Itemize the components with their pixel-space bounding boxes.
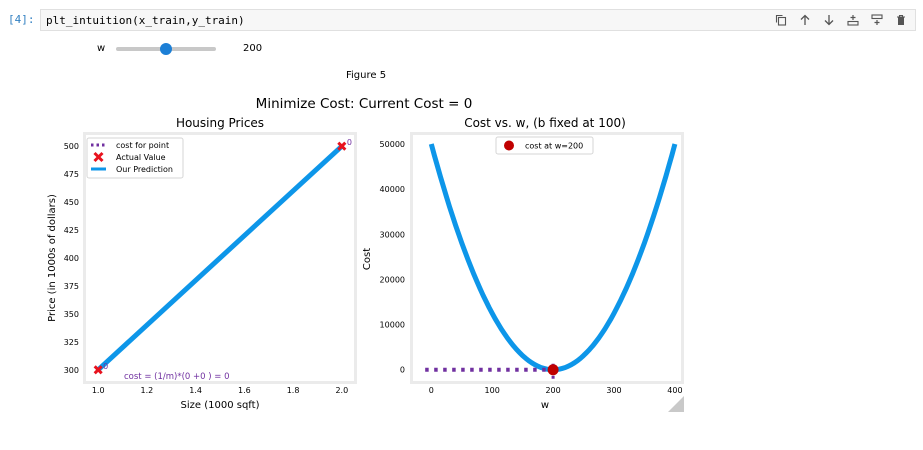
actual-value-marker bbox=[93, 365, 103, 375]
cost-xlabel: w bbox=[541, 400, 549, 411]
cost-title: Cost vs. w, (b fixed at 100) bbox=[464, 116, 626, 130]
housing-title: Housing Prices bbox=[176, 116, 264, 130]
insert-above-icon[interactable] bbox=[841, 10, 865, 30]
cell-prompt: [4]: bbox=[8, 13, 35, 26]
housing-legend: cost for point Actual Value Our Predicti… bbox=[86, 137, 184, 179]
housing-ytick-label: 350 bbox=[64, 310, 79, 319]
housing-ytick-label: 375 bbox=[64, 282, 79, 291]
housing-xtick-label: 1.0 bbox=[92, 386, 105, 395]
w-slider[interactable] bbox=[116, 42, 216, 56]
move-down-icon[interactable] bbox=[817, 10, 841, 30]
cost-ytick-label: 0 bbox=[400, 366, 405, 375]
housing-annotation: cost = (1/m)*(0 +0 ) = 0 bbox=[124, 372, 230, 382]
code-cell[interactable]: plt_intuition(x_train,y_train) bbox=[40, 9, 916, 31]
slider-label: w bbox=[97, 43, 106, 54]
resize-handle-icon[interactable] bbox=[668, 396, 684, 412]
legend-label-our-prediction: Our Prediction bbox=[116, 165, 173, 174]
copy-icon[interactable] bbox=[769, 10, 793, 30]
cost-xtick-label: 0 bbox=[429, 386, 434, 395]
code-text[interactable]: plt_intuition(x_train,y_train) bbox=[46, 14, 245, 27]
slider-thumb[interactable] bbox=[160, 43, 172, 55]
figure-suptitle: Minimize Cost: Current Cost = 0 bbox=[256, 96, 473, 112]
cost-ytick-label: 40000 bbox=[380, 185, 405, 194]
trash-icon[interactable] bbox=[889, 10, 913, 30]
housing-xtick-label: 1.4 bbox=[189, 386, 202, 395]
housing-xtick-label: 2.0 bbox=[335, 386, 348, 395]
cost-axes: Cost vs. w, (b fixed at 100) w Cost 0 100… bbox=[362, 116, 684, 411]
cost-ytick-label: 30000 bbox=[380, 230, 405, 239]
current-cost-point bbox=[547, 364, 559, 376]
slider-value: 200 bbox=[243, 43, 263, 54]
cost-xtick-label: 100 bbox=[485, 386, 500, 395]
cost-ytick-label: 10000 bbox=[380, 321, 405, 330]
cost-xtick-label: 200 bbox=[545, 386, 560, 395]
prediction-line bbox=[96, 144, 344, 372]
housing-ytick-label: 425 bbox=[64, 226, 79, 235]
housing-ytick-label: 475 bbox=[64, 170, 79, 179]
cost-ytick-label: 20000 bbox=[380, 275, 405, 284]
move-up-icon[interactable] bbox=[793, 10, 817, 30]
legend-label-actual-value: Actual Value bbox=[116, 153, 166, 162]
cost-xtick-label: 400 bbox=[667, 386, 682, 395]
cell-toolbar bbox=[769, 10, 913, 30]
housing-prices-axes: Housing Prices Size (1000 sqft) Price (i… bbox=[47, 116, 357, 411]
cost-legend: cost at w=200 bbox=[495, 136, 594, 155]
housing-ytick-label: 325 bbox=[64, 338, 79, 347]
legend-label-cost-at-w: cost at w=200 bbox=[525, 142, 583, 151]
legend-swatch-actual-value bbox=[93, 151, 104, 163]
cost-legend-box bbox=[495, 136, 594, 155]
housing-ytick-label: 300 bbox=[64, 366, 79, 375]
housing-xtick-label: 1.6 bbox=[238, 386, 251, 395]
cost-axes-frame bbox=[410, 132, 684, 384]
housing-ylabel: Price (in 1000s of dollars) bbox=[47, 194, 58, 322]
housing-ytick-label: 450 bbox=[64, 198, 79, 207]
figure-label: Figure 5 bbox=[346, 70, 387, 81]
actual-value-marker bbox=[337, 141, 347, 151]
housing-ytick-label: 500 bbox=[64, 142, 79, 151]
point-cost-label: 0 bbox=[347, 138, 352, 147]
housing-xtick-label: 1.8 bbox=[287, 386, 300, 395]
legend-swatch-cost-at-w bbox=[504, 140, 514, 151]
housing-xlabel: Size (1000 sqft) bbox=[181, 400, 260, 411]
figure-canvas: Minimize Cost: Current Cost = 0 Housing … bbox=[47, 96, 684, 411]
legend-label-cost-for-point: cost for point bbox=[116, 141, 169, 150]
cost-ylabel: Cost bbox=[362, 248, 373, 270]
insert-below-icon[interactable] bbox=[865, 10, 889, 30]
cost-xtick-label: 300 bbox=[606, 386, 621, 395]
housing-ytick-label: 400 bbox=[64, 254, 79, 263]
cost-ytick-label: 50000 bbox=[380, 140, 405, 149]
housing-xtick-label: 1.2 bbox=[141, 386, 154, 395]
point-cost-label: 0 bbox=[103, 362, 108, 371]
housing-legend-box bbox=[86, 137, 184, 179]
